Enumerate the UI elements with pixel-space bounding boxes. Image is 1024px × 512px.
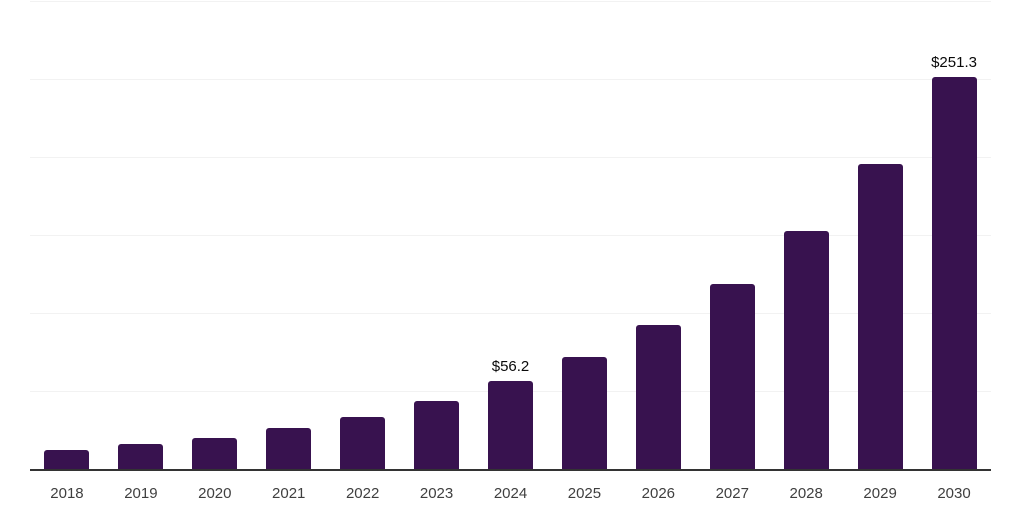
- gridline-150: [30, 235, 991, 236]
- bar-2030: [931, 76, 977, 469]
- x-tick-2030: 2030: [937, 485, 971, 502]
- bar-2018: [44, 449, 90, 469]
- x-tick-2027: 2027: [715, 485, 749, 502]
- x-axis-line: [30, 469, 991, 471]
- x-tick-2018: 2018: [50, 485, 84, 502]
- x-tick-2028: 2028: [789, 485, 823, 502]
- x-tick-2026: 2026: [641, 485, 676, 502]
- bar-2019: [118, 444, 164, 469]
- x-tick-2023: 2023: [419, 485, 454, 502]
- bar-2023: [414, 401, 460, 469]
- x-tick-2021: 2021: [272, 485, 306, 502]
- bar-2027: [709, 283, 755, 469]
- gridline-200: [30, 157, 991, 158]
- bar-2022: [340, 416, 386, 469]
- gridline-100: [30, 313, 991, 314]
- data-label-2024: $56.2: [491, 358, 530, 376]
- bar-2026: [635, 324, 681, 469]
- x-tick-2029: 2029: [863, 485, 897, 502]
- x-tick-2024: 2024: [493, 485, 528, 502]
- x-tick-2020: 2020: [198, 485, 232, 502]
- plot-area: $56.2 $251.3: [30, 1, 991, 469]
- gridline-300: [30, 1, 991, 2]
- bar-2024: [488, 381, 533, 469]
- bar-2028: [783, 230, 829, 469]
- bar-2020: [192, 438, 238, 469]
- x-tick-2022: 2022: [345, 485, 380, 502]
- bar-2021: [266, 428, 312, 469]
- data-label-2030: $251.3: [931, 53, 977, 71]
- bar-2029: [857, 163, 903, 469]
- x-axis-tick-labels: 2018 2019 2020 2021 2022 2023 2024 2025 2026 2027…: [30, 486, 991, 504]
- x-tick-2025: 2025: [567, 485, 602, 502]
- x-tick-2019: 2019: [124, 485, 158, 502]
- bar-2025: [561, 356, 607, 469]
- gridline-250: [30, 79, 991, 80]
